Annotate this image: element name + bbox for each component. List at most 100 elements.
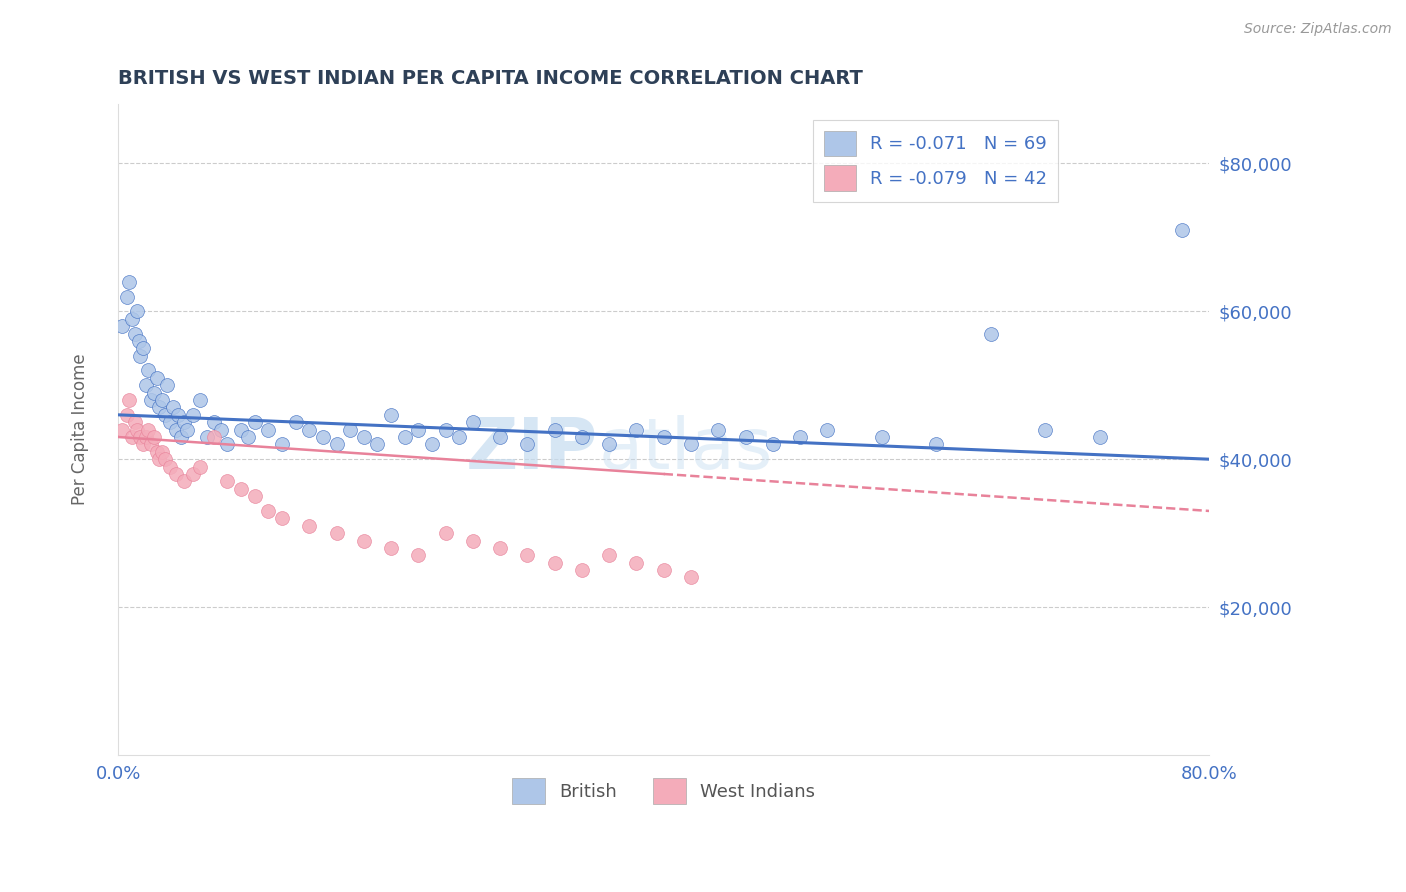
Text: BRITISH VS WEST INDIAN PER CAPITA INCOME CORRELATION CHART: BRITISH VS WEST INDIAN PER CAPITA INCOME… [118, 69, 863, 87]
Point [408, 423, 430, 437]
Point [236, 430, 259, 444]
Point [129, 349, 152, 363]
Point [153, 408, 176, 422]
Point [679, 570, 702, 584]
Point [183, 467, 205, 481]
Point [202, 430, 225, 444]
Point [353, 430, 375, 444]
Point [176, 423, 198, 437]
Point [173, 475, 195, 489]
Point [707, 423, 730, 437]
Point [1088, 430, 1111, 444]
Point [434, 423, 457, 437]
Point [156, 378, 179, 392]
Point [284, 415, 307, 429]
Point [217, 437, 239, 451]
Point [243, 415, 266, 429]
Point [366, 437, 388, 451]
Point [118, 392, 141, 407]
Point [298, 423, 321, 437]
Point [121, 430, 143, 444]
Point [148, 452, 170, 467]
Point [217, 475, 239, 489]
Point [339, 423, 361, 437]
Point [312, 430, 335, 444]
Point [165, 423, 187, 437]
Point [153, 452, 176, 467]
Point [571, 430, 593, 444]
Point [271, 437, 294, 451]
Point [271, 511, 294, 525]
Point [138, 363, 160, 377]
Point [420, 437, 443, 451]
Point [128, 334, 150, 348]
Text: atlas: atlas [599, 415, 773, 483]
Point [652, 430, 675, 444]
Point [598, 549, 620, 563]
Point [145, 371, 167, 385]
Point [135, 430, 157, 444]
Point [170, 430, 193, 444]
Point [325, 437, 347, 451]
Point [111, 423, 134, 437]
Point [461, 415, 484, 429]
Point [118, 275, 141, 289]
Point [142, 430, 165, 444]
Point [489, 541, 512, 555]
Point [173, 415, 195, 429]
Point [159, 459, 181, 474]
Point [243, 489, 266, 503]
Point [132, 437, 155, 451]
Point [150, 445, 173, 459]
Point [145, 445, 167, 459]
Point [544, 556, 567, 570]
Point [132, 341, 155, 355]
Point [734, 430, 756, 444]
Point [129, 430, 152, 444]
Point [925, 437, 948, 451]
Point [188, 459, 211, 474]
Point [652, 563, 675, 577]
Point [183, 408, 205, 422]
Point [598, 437, 620, 451]
Point [135, 378, 157, 392]
Point [870, 430, 893, 444]
Point [124, 326, 146, 341]
Text: Source: ZipAtlas.com: Source: ZipAtlas.com [1244, 22, 1392, 37]
Point [165, 467, 187, 481]
Point [257, 504, 280, 518]
Point [115, 289, 138, 303]
Point [115, 408, 138, 422]
Point [150, 392, 173, 407]
Point [139, 437, 162, 451]
Point [162, 401, 184, 415]
Point [449, 430, 471, 444]
Point [1035, 423, 1057, 437]
Point [380, 541, 402, 555]
Point [789, 430, 811, 444]
Point [980, 326, 1002, 341]
Point [461, 533, 484, 548]
Point [121, 311, 143, 326]
Point [142, 385, 165, 400]
Point [516, 437, 538, 451]
Text: ZIP: ZIP [465, 415, 599, 483]
Point [257, 423, 280, 437]
Point [380, 408, 402, 422]
Point [127, 304, 149, 318]
Text: Per Capita Income: Per Capita Income [72, 354, 89, 506]
Point [571, 563, 593, 577]
Point [516, 549, 538, 563]
Point [127, 423, 149, 437]
Point [111, 319, 134, 334]
Point [353, 533, 375, 548]
Point [489, 430, 512, 444]
Point [139, 392, 162, 407]
Point [159, 415, 181, 429]
Point [626, 556, 648, 570]
Point [815, 423, 838, 437]
Point [1171, 223, 1194, 237]
Point [325, 526, 347, 541]
Legend: British, West Indians: British, West Indians [505, 771, 823, 811]
Point [394, 430, 416, 444]
